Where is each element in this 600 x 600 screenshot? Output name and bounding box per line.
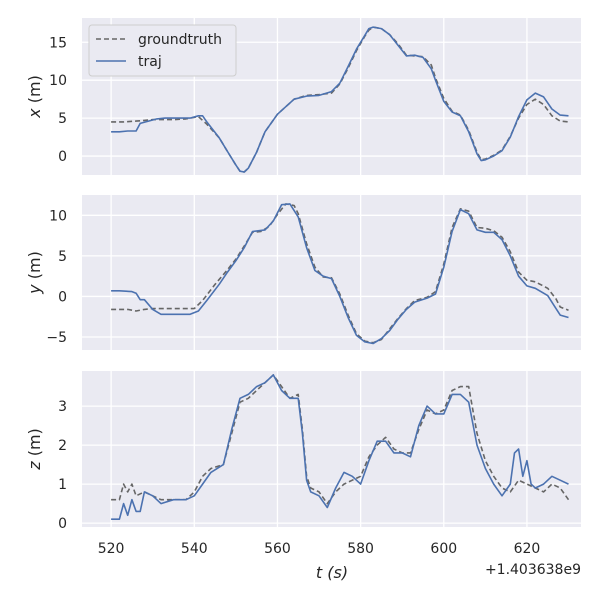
subplot-2: −5 0 5 10 y (m) <box>25 195 581 350</box>
traj-line <box>111 203 569 345</box>
x-offset-label: +1.403638e9 <box>485 562 581 578</box>
y-tick-label: 0 <box>58 516 67 532</box>
y-tick-label: 10 <box>49 208 67 224</box>
y-tick-label: 0 <box>58 149 67 165</box>
legend-groundtruth-label: groundtruth <box>138 32 222 48</box>
y-axis-label: z (m) <box>25 428 44 471</box>
y-tick-label: 5 <box>58 111 67 127</box>
y-tick-label: 15 <box>49 35 67 51</box>
y-tick-label: 10 <box>49 73 67 89</box>
x-tick-label: 580 <box>347 541 374 557</box>
traj-line <box>111 374 569 520</box>
y-axis-label: y (m) <box>25 251 44 295</box>
groundtruth-line <box>111 374 570 505</box>
x-tick-label: 520 <box>98 541 125 557</box>
x-tick-label: 620 <box>514 541 541 557</box>
legend-traj-label: traj <box>138 54 162 70</box>
subplots: 0 5 10 15 x (m) −5 0 5 10 y (m) 0 1 2 3 z (m) <box>25 18 581 532</box>
x-tick-label: 600 <box>430 541 457 557</box>
y-tick-label: 2 <box>58 438 67 454</box>
plot-area <box>82 195 581 350</box>
y-tick-label: 3 <box>58 399 67 415</box>
subplot-3: 0 1 2 3 z (m) <box>25 371 581 532</box>
legend: groundtruth traj <box>88 24 237 77</box>
y-tick-label: 1 <box>58 477 67 493</box>
y-axis-label: x (m) <box>25 75 44 119</box>
x-tick-labels: 520 540 560 580 600 620 <box>98 541 541 557</box>
plot-area <box>82 371 581 527</box>
x-tick-label: 540 <box>181 541 208 557</box>
x-tick-label: 560 <box>264 541 291 557</box>
y-tick-label: −5 <box>46 330 67 346</box>
groundtruth-line <box>111 203 569 344</box>
legend-box <box>88 24 237 77</box>
y-tick-label: 5 <box>58 249 67 265</box>
traj-line <box>111 26 569 173</box>
y-tick-label: 0 <box>58 289 67 305</box>
x-axis-label: t (s) <box>316 563 348 582</box>
